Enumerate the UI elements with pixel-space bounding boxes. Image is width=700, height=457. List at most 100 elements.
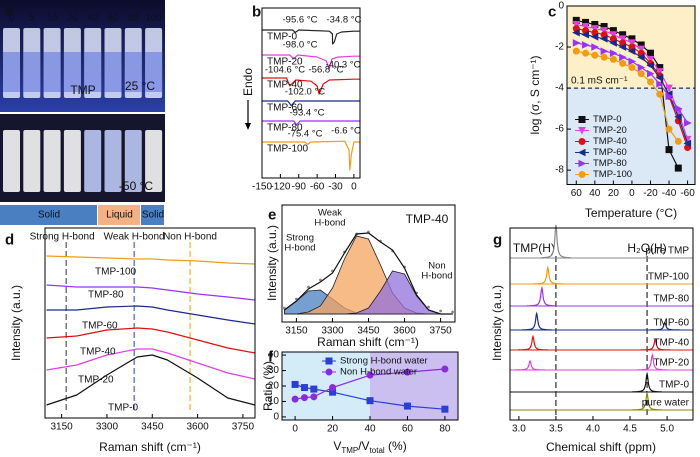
nmr-peak [541,224,571,259]
panel-letter: e [268,207,276,224]
vial-bottom [84,130,102,192]
vial-top-liquid [3,52,20,92]
data-point [665,125,673,133]
x-tick-label: 3600 [393,326,416,337]
x-tick-label: -40 [662,188,677,199]
x-tick-label: 80 [439,424,451,435]
component-label: Non [428,261,445,272]
y-tick-label: 0 [558,1,564,12]
data-point [572,20,581,29]
data-point [283,306,286,310]
plot-frame [44,227,256,419]
component-label: H-bond [284,243,315,254]
panel-letter: b [252,4,261,21]
data-point [581,23,590,31]
series-label: TMP-20 [653,358,689,369]
plot-frame [509,227,694,421]
data-point [656,90,664,98]
component-label: H-bond [314,218,345,229]
data-point [609,55,617,63]
y-axis-label: Ratio (%) [261,361,275,411]
vial-label: 100 [145,13,162,24]
x-tick-label: 0 [351,182,357,193]
x-tick-label: 3300 [96,422,119,433]
vial-label: 80 [128,13,140,24]
vial-label: 0 [9,13,15,24]
x-tick-label: 0 [292,424,298,435]
vial-label: 40 [87,13,99,24]
legend-label: TMP-60 [593,147,627,158]
data-point [291,380,299,388]
data-point [609,49,618,57]
vial-label: 60 [107,13,119,24]
component-label: Weak [318,208,342,219]
data-point [600,27,608,35]
vial-bottom [23,130,41,192]
temperature: 25 °C [125,79,155,93]
data-point [628,57,637,66]
series-line [262,100,360,107]
data-point [665,146,673,154]
data-point [637,70,645,78]
data-point [655,74,664,82]
peak-label: -40.3 °C [326,60,361,71]
endo-arrowhead [245,123,251,130]
data-point [628,39,636,48]
data-point [366,371,374,379]
reference-label: Strong H-bond [30,232,95,243]
data-point [591,43,599,51]
series-label: TMP-100 [95,267,137,278]
series-label: TMP-60 [82,321,118,332]
data-point [618,43,627,51]
data-point [590,32,599,41]
y-axis-label: Intensity (a.u.) [490,285,504,361]
peak-label: -56.8 °C [309,65,344,76]
peak-label: -98.0 °C [283,40,318,51]
x-tick-label: 5.0 [660,424,674,435]
data-point [572,28,580,37]
vial-label: 5 [29,13,35,24]
series-label: TMP-0 [659,380,689,391]
x-tick-label: 3.5 [549,424,563,435]
data-point [627,47,636,55]
data-point [600,47,609,55]
series-label: TMP-100 [267,144,309,155]
x-tick-label: 3150 [50,422,73,433]
data-point [609,31,618,39]
peak-label: -95.6 °C [283,15,318,26]
reference-label: Weak H-bond [104,232,165,243]
x-tick-label: 3300 [321,326,344,337]
chart-title: TMP-40 [406,212,449,226]
x-tick-label: 3150 [285,326,308,337]
data-point [684,119,692,127]
panel-letter: d [5,232,14,249]
data-point [628,64,636,72]
peak-label: -6.6 °C [331,126,361,137]
series-label: TMP-0 [108,403,138,414]
legend-label: TMP-20 [593,125,627,136]
x-axis-label: VTMP/Vtotal (%) [333,439,406,455]
legend-marker [578,138,586,145]
data-point [646,78,654,86]
data-point [403,402,411,410]
panel-letter: g [493,232,502,249]
reference-label: TMP(H) [513,241,555,255]
nmr-peak [533,265,563,285]
series-label: TMP-80 [653,294,689,305]
y-tick-label: 30 [268,365,280,376]
data-point [656,80,664,88]
data-point [665,84,673,93]
vial-bottom [63,130,81,192]
legend-marker [577,148,586,157]
series-label: TMP-80 [267,123,303,134]
series-line [46,255,256,265]
data-point [637,63,646,72]
series-line [262,54,360,70]
series-label: pure water [642,398,690,409]
x-tick-label: -60 [310,182,325,193]
data-point [310,385,318,393]
data-point [655,68,664,76]
data-point [674,137,682,145]
